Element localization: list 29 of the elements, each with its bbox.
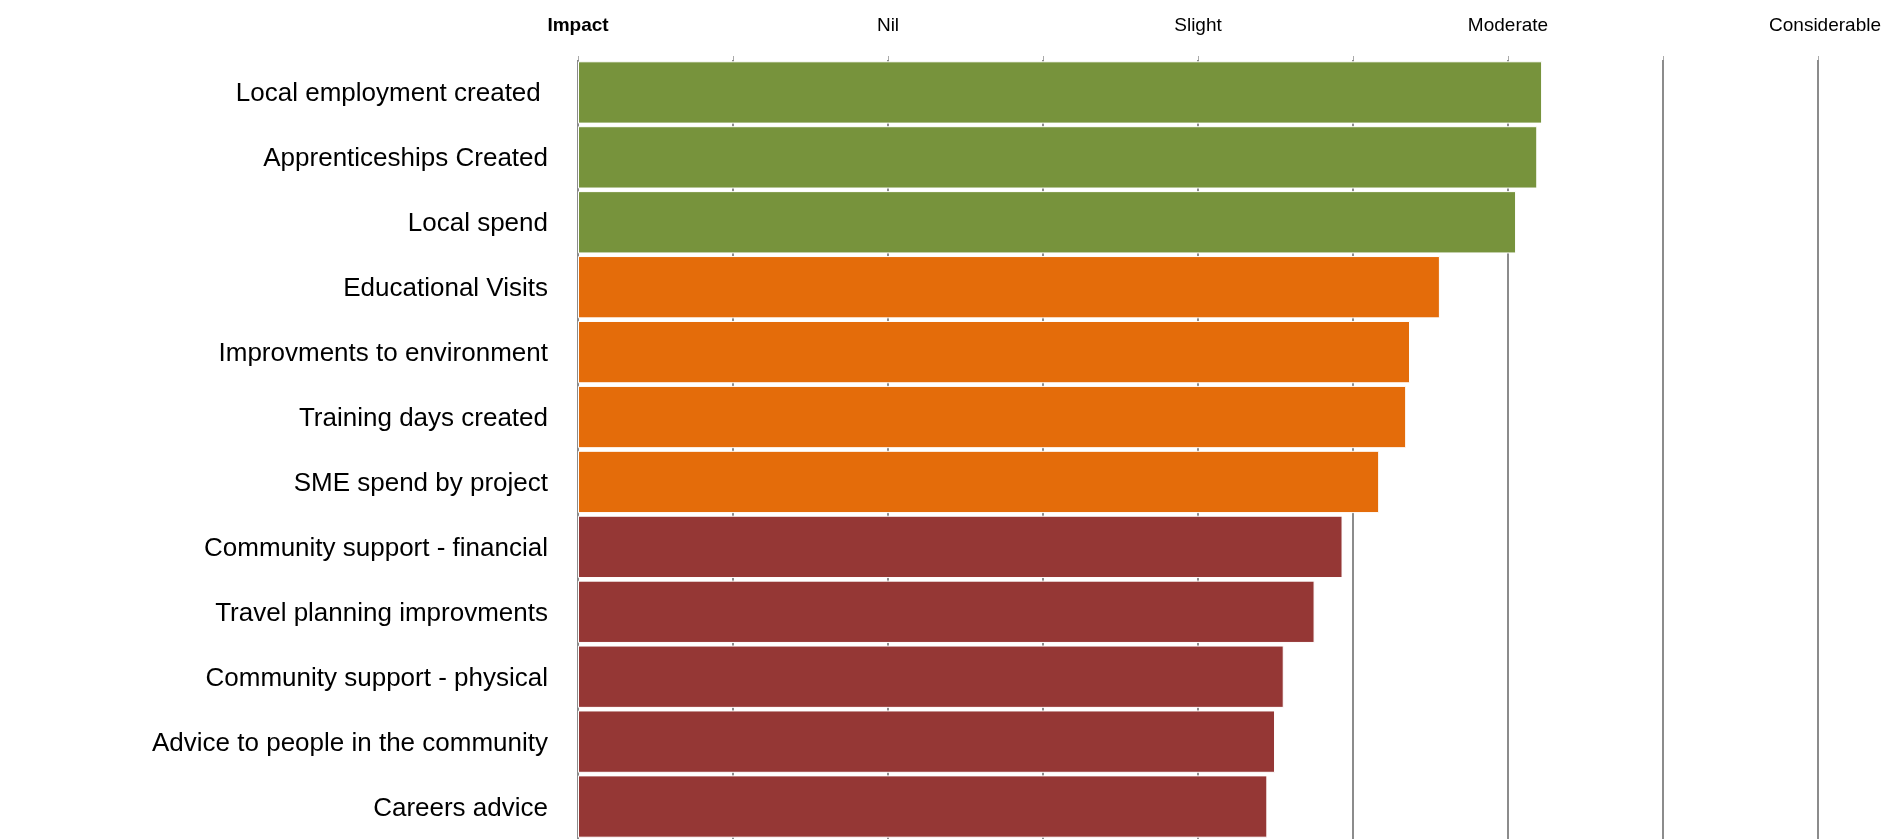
text: Considerable — [1769, 13, 1881, 35]
y-tick-label: Improvments to environment — [218, 337, 549, 368]
y-tick-label: Community support - financial — [204, 531, 548, 562]
bar — [578, 515, 1343, 579]
bar — [578, 645, 1284, 708]
bar — [578, 580, 1315, 643]
y-tick-label: Local employment created — [235, 77, 548, 108]
y-tick-label: Apprenticeships Created — [263, 142, 548, 173]
y-tick-label: Community support - physical — [205, 661, 548, 692]
text: Moderate — [1467, 13, 1549, 35]
y-tick-label: Educational Visits — [343, 272, 548, 303]
bar — [578, 450, 1380, 514]
y-tick-label: Training days created — [298, 402, 548, 433]
y-tick-label: Advice to people in the community — [152, 726, 548, 757]
bar — [578, 61, 1543, 124]
y-tick-label: SME spend by project — [293, 466, 549, 497]
text: Slight — [1174, 13, 1223, 35]
bar — [578, 191, 1517, 254]
bar — [578, 256, 1440, 319]
y-tick-label: Travel planning improvments — [215, 596, 548, 627]
bar — [578, 385, 1407, 449]
bar — [578, 320, 1411, 384]
bar — [578, 126, 1538, 189]
y-tick-label: Local spend — [407, 207, 548, 238]
y-tick-label: Careers advice — [373, 791, 548, 822]
text: Impact — [547, 13, 610, 35]
bar — [578, 710, 1276, 773]
bar — [578, 775, 1268, 838]
text: Nil — [876, 13, 900, 35]
